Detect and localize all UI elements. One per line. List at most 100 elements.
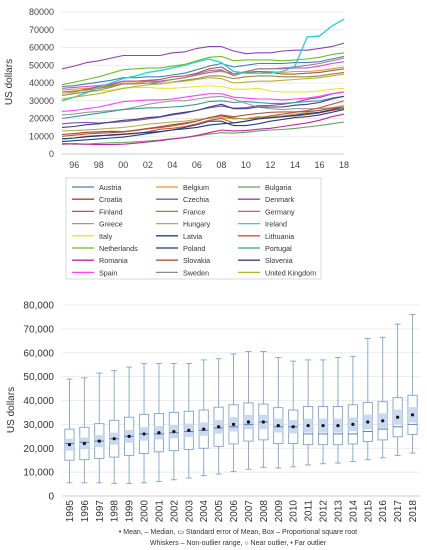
legend-entry: Slovakia [183, 256, 210, 265]
box-plot-gridlines [62, 304, 420, 497]
box-plot-boxes [64, 314, 418, 484]
legend-entry: Latvia [183, 232, 202, 241]
mean-point [82, 441, 86, 446]
box-2017 [392, 323, 403, 456]
line-chart-y-tick-label: 50000 [29, 60, 54, 70]
box-plot-x-tick-label: 2012 [319, 500, 330, 523]
box-2005 [213, 358, 224, 475]
line-series-finland [61, 66, 345, 95]
line-chart-x-ticks: 96 98 00 02 04 06 08 10 12 14 16 18 [69, 160, 349, 170]
mean-point [97, 439, 101, 443]
box-plot-x-tick-label: 2015 [363, 500, 374, 523]
box-plot-x-tick-label: 1996 [80, 500, 91, 523]
mean-point [351, 422, 355, 426]
box-plot-x-tick-label: 2011 [304, 500, 315, 522]
box-plot-x-tick-label: 2007 [244, 500, 255, 523]
line-chart-x-tick-label: 02 [143, 160, 153, 170]
legend-entry: Sweden [183, 268, 209, 277]
line-chart-y-tick-label: 0 [49, 149, 54, 159]
box-2004 [198, 359, 209, 477]
mean-point [127, 434, 131, 438]
box-plot-legend-line-2: Whiskers – Non-outlier range, ○ Near out… [150, 540, 327, 547]
line-chart-x-tick-label: 16 [314, 160, 324, 170]
line-series-ireland [61, 18, 345, 102]
box-plot-x-tick-label: 2018 [408, 500, 419, 523]
mean-point [112, 437, 116, 441]
box-2014 [347, 355, 358, 463]
line-series-portugal [61, 95, 345, 120]
box-plot-x-tick-label: 2013 [333, 500, 344, 523]
line-series-bulgaria [61, 121, 345, 145]
box-2002 [168, 363, 179, 481]
line-chart-y-tick-label: 10000 [29, 131, 54, 141]
box-plot-y-tick-label: 70,000 [23, 324, 54, 335]
box-2011 [303, 359, 314, 466]
box-plot-x-tick-label: 2010 [289, 500, 300, 523]
box-plot-x-tick-label: 2005 [214, 500, 225, 523]
box-plot-x-tick-label: 2004 [199, 500, 210, 523]
legend-entry: Germany [265, 207, 295, 216]
legend-entry: Romania [99, 256, 128, 265]
legend-entry: Belgium [183, 183, 209, 192]
box-2001 [153, 363, 165, 482]
box-2006 [228, 353, 239, 473]
box-2012 [317, 359, 329, 465]
box-plot-y-tick-label: 20,000 [23, 444, 54, 455]
box-plot-x-tick-label: 2002 [169, 500, 180, 523]
mean-point [306, 423, 310, 428]
box-2015 [362, 337, 373, 461]
box-1996 [79, 377, 90, 484]
line-series-denmark [61, 42, 345, 70]
line-series-france [61, 71, 345, 93]
line-chart-y-tick-label: 20000 [29, 114, 54, 124]
box-2010 [288, 360, 299, 468]
mean-point [336, 423, 340, 428]
line-series-italy [61, 85, 345, 95]
box-1998 [109, 370, 120, 484]
line-chart-y-tick-label: 40000 [29, 78, 54, 88]
mean-point [410, 413, 415, 417]
box-2016 [377, 336, 388, 459]
legend-entry: Spain [99, 268, 117, 277]
box-plot-x-ticks: 1995 1996 1997 1998 1999 2000 2001 2002 2003 2004… [65, 500, 419, 523]
box-plot-legend-line-1: • Mean, – Median, ▭ Standard error of Me… [119, 529, 357, 536]
legend-entry: Denmark [265, 195, 295, 204]
mean-point [276, 423, 280, 428]
legend-entry: France [183, 207, 205, 216]
mean-point [261, 420, 265, 424]
line-chart-x-tick-label: 96 [69, 160, 79, 170]
mean-point [157, 431, 161, 435]
box-plot-x-tick-label: 2016 [378, 500, 389, 523]
box-plot-x-tick-label: 2001 [154, 500, 165, 523]
line-series-romania [61, 113, 345, 146]
mean-point [381, 419, 385, 423]
box-plot-x-tick-label: 1995 [65, 500, 76, 523]
line-series-sweden [61, 57, 345, 96]
line-series-greece [61, 95, 345, 116]
line-series-poland [61, 106, 345, 140]
mean-point [396, 415, 400, 419]
box-plot-y-axis-label: US dollars [6, 387, 17, 433]
box-plot-y-tick-label: 30,000 [23, 420, 54, 431]
legend-entry: Italy [99, 232, 113, 241]
line-chart-y-ticks: 0 10000 20000 30000 40000 50000 60000 70000 8000… [29, 7, 54, 159]
box-plot-x-tick-label: 1999 [125, 500, 136, 523]
box-2013 [332, 357, 344, 464]
box-plot-y-ticks: 0 10,000 20,000 30,000 40,000 50,000 60,000 70,… [23, 301, 54, 503]
line-chart-y-tick-label: 60000 [29, 43, 54, 53]
box-plot-y-tick-label: 0 [48, 492, 54, 503]
box-plot-x-tick-label: 2006 [229, 500, 240, 523]
mean-point [217, 425, 221, 429]
mean-point [291, 425, 295, 429]
line-chart-x-tick-label: 18 [339, 160, 349, 170]
legend-entry: Finland [99, 207, 123, 216]
box-1999 [124, 366, 135, 484]
legend-entry: Czechia [183, 195, 209, 204]
legend-entry: United Kingdom [265, 268, 316, 277]
box-1997 [94, 372, 105, 484]
legend-entry: Slovenia [265, 256, 293, 265]
line-chart-x-tick-label: 00 [118, 160, 128, 170]
box-plot-y-tick-label: 10,000 [23, 468, 54, 479]
line-chart-x-tick-label: 08 [216, 160, 226, 170]
line-chart-series [61, 18, 345, 146]
